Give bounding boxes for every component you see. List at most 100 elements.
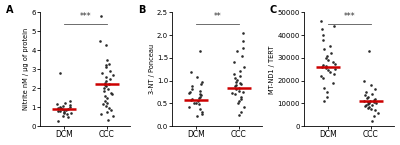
Point [361, 79, 368, 82]
Point [189, 85, 196, 87]
Point [104, 59, 110, 61]
Point [320, 77, 326, 80]
Point [368, 108, 374, 110]
Point [63, 108, 70, 111]
Point [367, 100, 374, 102]
Point [59, 108, 65, 110]
Point [332, 68, 338, 70]
Point [196, 90, 203, 92]
Point [102, 64, 109, 67]
Point [56, 106, 63, 108]
Point [374, 112, 381, 114]
Point [321, 48, 327, 50]
Point [233, 88, 240, 90]
Point [372, 98, 378, 100]
Point [327, 70, 334, 73]
Point [102, 99, 108, 102]
Point [324, 59, 331, 61]
Point [105, 88, 111, 90]
Point [332, 62, 338, 65]
Point [60, 115, 66, 117]
Point [323, 67, 330, 69]
Y-axis label: 3-NT / Ponceau: 3-NT / Ponceau [149, 44, 155, 94]
Point [194, 115, 200, 117]
Point [54, 107, 61, 109]
Point [240, 32, 246, 34]
Point [106, 107, 112, 109]
Point [371, 115, 377, 117]
Point [187, 91, 194, 93]
Point [321, 86, 328, 89]
Point [61, 109, 67, 111]
Point [236, 86, 242, 89]
Point [366, 102, 372, 104]
Point [233, 80, 239, 83]
Point [238, 83, 244, 85]
Point [64, 113, 70, 115]
Point [196, 50, 203, 52]
Point [372, 109, 379, 112]
Point [318, 20, 324, 22]
Point [110, 74, 116, 76]
Point [239, 54, 246, 57]
Point [110, 115, 116, 117]
Point [106, 62, 112, 65]
Point [362, 105, 368, 107]
Point [234, 79, 240, 81]
Point [232, 85, 238, 87]
Point [199, 80, 206, 83]
Point [195, 100, 201, 102]
Point [67, 99, 74, 102]
Point [365, 101, 372, 104]
Point [188, 99, 194, 101]
Point [372, 102, 379, 105]
Point [57, 72, 63, 74]
Point [235, 102, 242, 105]
Point [60, 105, 66, 107]
Point [322, 65, 329, 67]
Point [189, 98, 196, 100]
Point [320, 34, 327, 36]
Point [198, 110, 205, 113]
Point [191, 102, 197, 105]
Point [101, 90, 107, 92]
Point [328, 52, 334, 55]
Point [57, 109, 64, 112]
Point [102, 95, 108, 97]
Point [236, 82, 243, 84]
Point [197, 93, 203, 96]
Point [238, 98, 245, 100]
Point [368, 84, 374, 86]
Point [319, 38, 326, 41]
Point [196, 97, 202, 99]
Point [324, 69, 331, 72]
Point [58, 107, 64, 109]
Point [368, 104, 375, 106]
Point [99, 103, 106, 106]
Point [54, 119, 61, 122]
Point [103, 105, 110, 107]
Point [240, 47, 246, 49]
Point [107, 109, 114, 111]
Point [371, 99, 377, 101]
Point [369, 119, 376, 122]
Point [231, 73, 237, 75]
Point [102, 84, 108, 87]
Point [193, 101, 199, 104]
Point [186, 92, 192, 95]
Point [366, 50, 372, 52]
Point [240, 66, 247, 68]
Point [238, 95, 244, 98]
Point [240, 39, 246, 42]
Point [198, 94, 204, 96]
Text: A: A [6, 5, 13, 15]
Point [104, 111, 110, 113]
Point [102, 66, 109, 69]
Point [362, 94, 369, 97]
Point [236, 114, 242, 116]
Point [234, 50, 241, 52]
Point [361, 100, 367, 102]
Point [324, 95, 330, 98]
Point [331, 73, 338, 75]
Text: **: ** [214, 12, 221, 21]
